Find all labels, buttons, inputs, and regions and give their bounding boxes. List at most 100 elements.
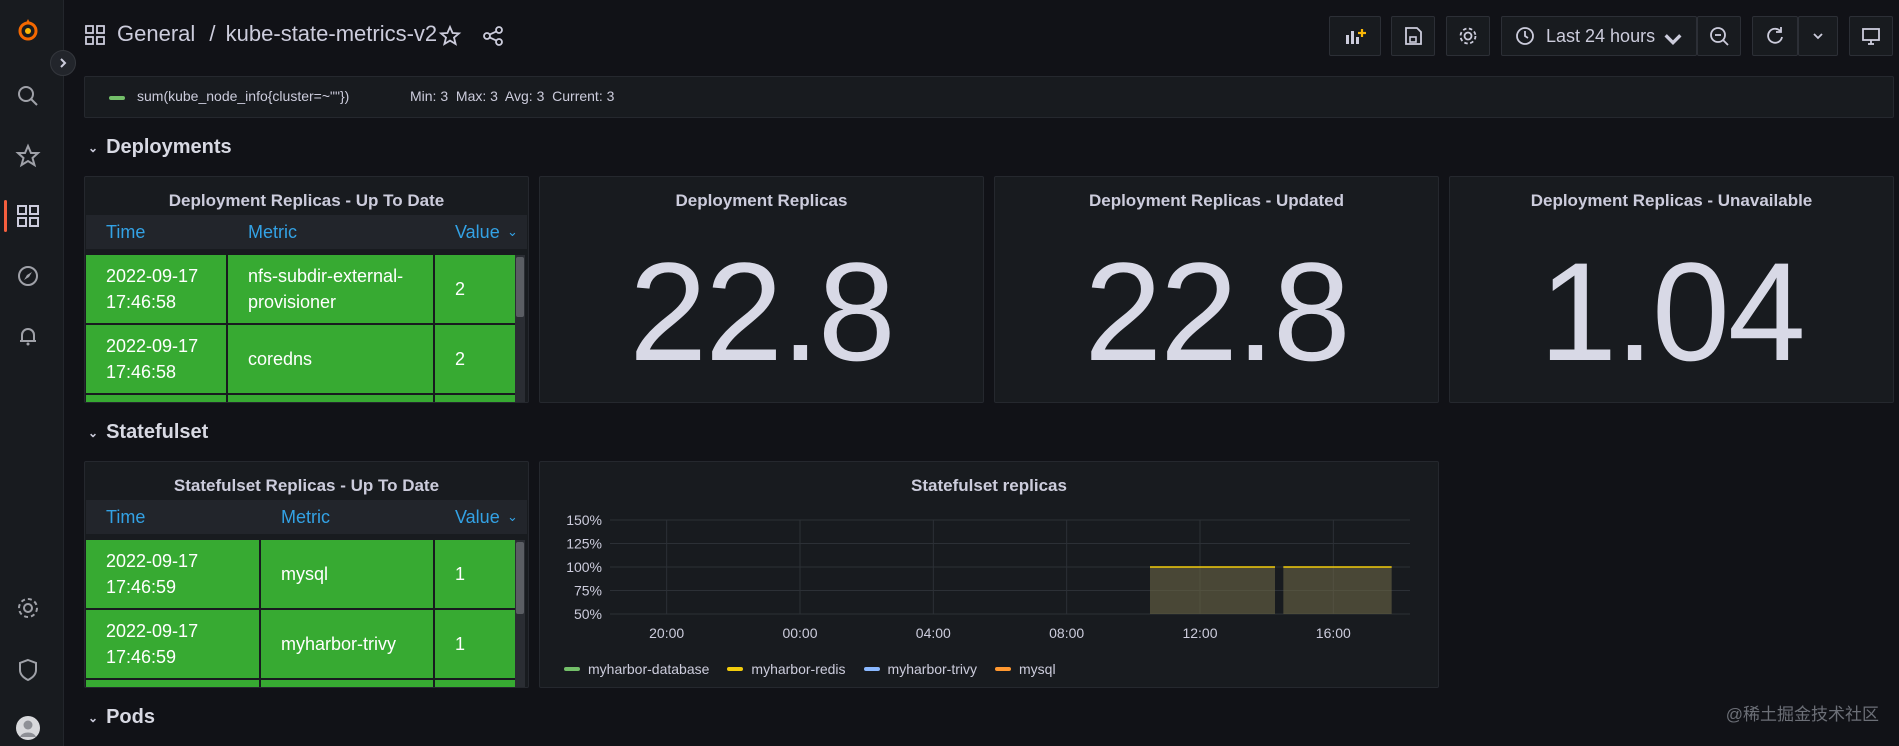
gear-icon (1459, 27, 1477, 45)
save-dashboard-button[interactable] (1391, 16, 1435, 56)
legend-item[interactable]: mysql (995, 661, 1056, 677)
dashboards-grid-icon (84, 24, 106, 46)
legend-item[interactable]: myharbor-redis (727, 661, 846, 677)
grafana-logo-icon[interactable] (14, 16, 42, 44)
legend-label: myharbor-trivy (887, 661, 978, 677)
scrollbar-thumb[interactable] (516, 257, 524, 317)
legend-swatch (727, 667, 744, 671)
dashboards-icon[interactable] (14, 202, 42, 230)
cell-date: 2022-09-17 (106, 621, 199, 641)
sidebar-expand-button[interactable] (50, 50, 76, 76)
x-tick-label: 12:00 (1182, 625, 1217, 641)
row-deployments[interactable]: ⌄ Deployments (88, 136, 232, 159)
chevron-down-icon: ⌄ (88, 140, 99, 155)
sort-desc-icon[interactable]: ⌄ (507, 224, 518, 239)
panel-title: Deployment Replicas - Up To Date (168, 191, 445, 210)
user-avatar-icon[interactable] (14, 714, 42, 742)
y-tick-label: 100% (566, 559, 602, 575)
search-icon[interactable] (14, 82, 42, 110)
table-row-partial (86, 395, 516, 402)
add-panel-icon (1346, 29, 1366, 44)
cell-time (86, 395, 226, 402)
x-tick-label: 20:00 (649, 625, 684, 641)
time-picker-button[interactable]: Last 24 hours (1501, 16, 1697, 56)
share-icon[interactable] (481, 24, 505, 48)
table-header: Time Metric Value ⌄ (86, 215, 527, 249)
monitor-icon (1862, 28, 1880, 45)
column-header-value[interactable]: Value (455, 222, 500, 242)
breadcrumb-folder[interactable]: General (117, 21, 196, 46)
refresh-icon (1767, 27, 1783, 44)
cell-time: 2022-09-17 17:46:59 (86, 540, 259, 608)
sidebar (0, 0, 64, 746)
row-pods[interactable]: ⌄ Pods (88, 706, 155, 729)
cell-clock: 17:46:59 (106, 647, 177, 667)
legend-item[interactable]: myharbor-database (564, 661, 709, 677)
configuration-icon[interactable] (14, 594, 42, 622)
stat-panel-replicas: Deployment Replicas 22.8 (539, 176, 984, 403)
panel-title: Deployment Replicas - Updated (1088, 191, 1345, 210)
scrollbar-thumb[interactable] (516, 542, 524, 614)
row-title: Deployments (106, 136, 232, 158)
dashboard-settings-button[interactable] (1446, 16, 1490, 56)
cell-time: 2022-09-17 17:46:58 (86, 325, 226, 393)
y-tick-label: 75% (574, 583, 602, 599)
legend-stats: Min: 3 Max: 3 Avg: 3 Current: 3 (410, 88, 615, 104)
refresh-interval-button[interactable] (1798, 16, 1838, 56)
legend-swatch (564, 667, 580, 671)
active-indicator (4, 200, 7, 232)
explore-icon[interactable] (14, 262, 42, 290)
x-tick-label: 00:00 (782, 625, 817, 641)
alerting-icon[interactable] (14, 322, 42, 350)
sts-replicas-chart-panel: Statefulset replicas 150% 125% 100% 75% 50% 2… (539, 461, 1439, 688)
zoom-out-button[interactable] (1697, 16, 1741, 56)
table-row: 2022-09-17 17:46:59 myharbor-trivy 1 (86, 610, 516, 678)
server-admin-icon[interactable] (14, 656, 42, 684)
cell-metric: nfs-subdir-external-provisioner (228, 255, 433, 323)
cell-time (86, 680, 259, 687)
timeseries-chart[interactable]: 150% 125% 100% 75% 50% 20:00 00:00 04:00 08:00 12… (540, 502, 1438, 642)
legend-label: mysql (1019, 661, 1056, 677)
cell-metric (228, 395, 433, 402)
cell-metric: mysql (261, 540, 433, 608)
cell-time: 2022-09-17 17:46:59 (86, 610, 259, 678)
panel-title: Deployment Replicas (675, 191, 848, 210)
y-tick-label: 125% (566, 536, 602, 552)
legend-series[interactable]: sum(kube_node_info{cluster=~""}) (137, 88, 350, 104)
starred-icon[interactable] (14, 142, 42, 170)
column-header-metric[interactable]: Metric (281, 507, 330, 527)
breadcrumb-separator: / (209, 21, 216, 46)
series-area (1283, 567, 1392, 614)
column-header-value[interactable]: Value (455, 507, 500, 527)
cell-value (435, 680, 516, 687)
refresh-button[interactable] (1752, 16, 1798, 56)
cell-metric: myharbor-trivy (261, 610, 433, 678)
chevron-down-icon (1662, 28, 1684, 54)
deploy-table-panel: Deployment Replicas - Up To Date Time Me… (84, 176, 529, 403)
tv-mode-button[interactable] (1849, 16, 1893, 56)
series-area (1150, 567, 1275, 614)
column-header-metric[interactable]: Metric (248, 222, 297, 242)
stat-value: 1.04 (1539, 233, 1805, 390)
cell-date: 2022-09-17 (106, 551, 199, 571)
dashboard-title[interactable]: kube-state-metrics-v2 (225, 21, 438, 46)
sort-desc-icon[interactable]: ⌄ (507, 509, 518, 524)
star-dashboard-icon[interactable] (438, 24, 462, 48)
table-header: Time Metric Value ⌄ (86, 500, 527, 534)
column-header-time[interactable]: Time (106, 507, 146, 527)
legend-item[interactable]: myharbor-trivy (863, 661, 978, 677)
chart-legend: myharbor-database myharbor-redis myharbor-… (564, 658, 1074, 677)
table-scrollbar[interactable] (515, 255, 525, 402)
cell-value: 1 (435, 540, 516, 608)
row-statefulset[interactable]: ⌄ Statefulset (88, 421, 208, 444)
cell-metric-text: nfs-subdir-external-provisioner (248, 266, 404, 312)
table-row-partial (86, 680, 516, 687)
cell-metric: coredns (228, 325, 433, 393)
add-panel-button[interactable] (1329, 16, 1381, 56)
legend-label: myharbor-database (588, 661, 710, 677)
column-header-time[interactable]: Time (106, 222, 146, 242)
save-icon (1405, 27, 1422, 45)
time-range-label: Last 24 hours (1546, 25, 1656, 46)
stat-value: 22.8 (1084, 233, 1350, 390)
table-row: 2022-09-17 17:46:58 coredns 2 (86, 325, 516, 393)
